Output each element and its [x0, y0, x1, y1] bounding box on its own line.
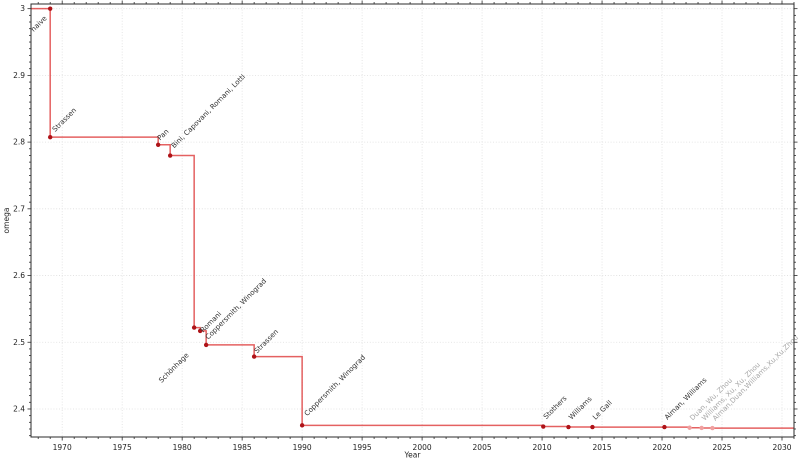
x-tick-label: 2000	[413, 443, 432, 452]
axis-titles: Year omega	[2, 208, 421, 460]
data-point	[251, 354, 257, 359]
x-tick-label: 2025	[712, 443, 731, 452]
y-tick-label: 2.8	[13, 138, 25, 147]
plot-border	[30, 3, 795, 438]
data-point	[155, 142, 161, 147]
x-axis-title: Year	[404, 451, 422, 460]
x-tick-label: 2010	[533, 443, 552, 452]
y-tick-label: 2.9	[13, 71, 25, 80]
data-point	[699, 425, 704, 431]
y-tick-label: 2.5	[13, 338, 25, 347]
grid	[31, 4, 794, 437]
data-point	[662, 424, 667, 430]
data-point	[47, 134, 53, 140]
x-tick-label: 1970	[53, 443, 72, 452]
x-tick-label: 1980	[173, 443, 192, 452]
x-tick-label: 1975	[113, 443, 132, 452]
data-point	[710, 425, 715, 431]
y-tick-label: 2.6	[13, 271, 25, 280]
data-points	[47, 6, 715, 431]
y-tick-label: 2.7	[13, 204, 25, 213]
data-point	[203, 342, 209, 348]
spines	[30, 3, 795, 438]
y-tick-label: 3	[20, 4, 25, 13]
ticks	[27, 0, 798, 441]
data-point	[47, 6, 53, 11]
y-tick-label: 2.4	[13, 404, 25, 413]
x-tick-label: 2020	[652, 443, 671, 452]
x-tick-label: 2005	[473, 443, 492, 452]
y-axis-title: omega	[2, 208, 11, 234]
data-point	[191, 325, 197, 330]
data-point	[566, 424, 571, 430]
x-tick-label: 2030	[772, 443, 791, 452]
data-point	[541, 424, 546, 429]
tick-labels: 1970 1975 1980 1985 1990 1995 2000 2005 2010 2015…	[13, 4, 792, 452]
data-point	[167, 153, 173, 158]
x-tick-label: 1985	[233, 443, 252, 452]
data-point	[590, 424, 595, 430]
x-tick-label: 1995	[353, 443, 372, 452]
x-tick-label: 2015	[593, 443, 612, 452]
x-tick-label: 1990	[293, 443, 312, 452]
data-point	[299, 423, 305, 428]
data-point	[687, 425, 692, 430]
data-point	[197, 328, 203, 334]
